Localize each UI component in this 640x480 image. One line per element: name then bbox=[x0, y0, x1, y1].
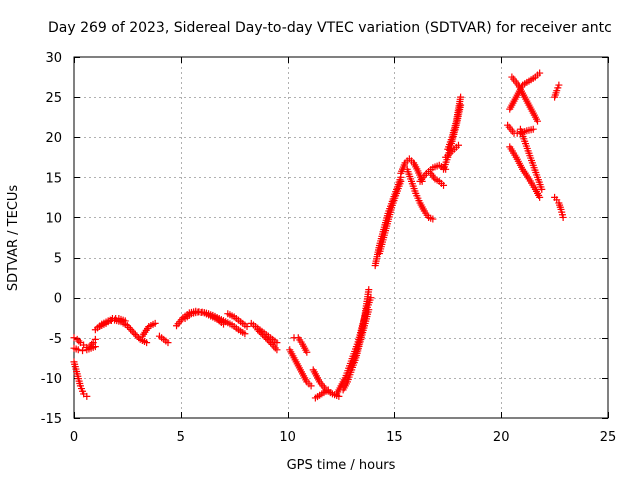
data-point bbox=[454, 141, 462, 149]
data-point bbox=[324, 386, 332, 394]
series-track-35 bbox=[551, 81, 563, 101]
data-point bbox=[259, 331, 267, 339]
data-point bbox=[121, 317, 129, 325]
x-tick-label: 0 bbox=[70, 430, 78, 445]
y-tick-label: -10 bbox=[41, 372, 62, 387]
series-track-07 bbox=[155, 332, 172, 347]
series-track-15 bbox=[290, 334, 311, 356]
data-point bbox=[534, 117, 542, 125]
data-point bbox=[263, 335, 271, 343]
data-point bbox=[307, 382, 315, 390]
data-point bbox=[257, 329, 265, 337]
data-point bbox=[135, 334, 143, 342]
series-track-31 bbox=[506, 69, 544, 113]
series-track-26 bbox=[427, 169, 448, 189]
data-point bbox=[536, 69, 544, 77]
y-axis-label: SDTVAR / TECUs bbox=[6, 185, 21, 292]
x-axis-label: GPS time / hours bbox=[287, 458, 396, 473]
data-point bbox=[243, 323, 251, 331]
data-point bbox=[529, 125, 537, 133]
data-point bbox=[273, 346, 281, 354]
data-point bbox=[70, 334, 78, 342]
data-point bbox=[255, 327, 263, 335]
data-point bbox=[241, 330, 249, 338]
chart-title: Day 269 of 2023, Sidereal Day-to-day VTE… bbox=[48, 20, 612, 36]
y-tick-label: 30 bbox=[45, 51, 62, 66]
series-track-22 bbox=[375, 177, 405, 258]
series-track-05 bbox=[96, 315, 129, 331]
data-point bbox=[271, 344, 279, 352]
data-point bbox=[91, 343, 99, 351]
data-point bbox=[91, 335, 99, 343]
series-track-24 bbox=[403, 165, 437, 223]
data-point bbox=[73, 335, 81, 343]
x-tick-label: 15 bbox=[386, 430, 403, 445]
series-track-10 bbox=[209, 311, 249, 338]
series-track-11 bbox=[224, 310, 251, 331]
y-tick-label: 0 bbox=[54, 292, 62, 307]
data-point bbox=[457, 93, 465, 101]
data-point bbox=[536, 193, 544, 201]
data-point bbox=[265, 337, 273, 345]
axis-ticks: 0 5 10 15 20 25 -15 -10 -5 0 5 10 15 20 25 30 bbox=[41, 51, 617, 445]
data-point bbox=[127, 325, 135, 333]
y-tick-label: -15 bbox=[41, 412, 62, 427]
y-tick-label: -5 bbox=[49, 332, 62, 347]
data-point bbox=[262, 334, 270, 342]
y-tick-label: 10 bbox=[45, 211, 62, 226]
data-point bbox=[143, 339, 151, 347]
series-track-34 bbox=[516, 125, 546, 193]
data-point bbox=[270, 342, 278, 350]
data-point bbox=[79, 347, 87, 355]
data-point bbox=[555, 81, 563, 89]
x-tick-label: 10 bbox=[279, 430, 296, 445]
series-track-01 bbox=[70, 358, 91, 400]
series-track-03 bbox=[70, 343, 99, 355]
x-tick-label: 20 bbox=[493, 430, 510, 445]
series-track-14 bbox=[286, 346, 315, 390]
data-point bbox=[128, 327, 136, 335]
y-tick-label: 15 bbox=[45, 171, 62, 186]
data-points bbox=[70, 69, 567, 402]
data-point bbox=[164, 339, 172, 347]
data-point bbox=[365, 286, 373, 294]
plot-frame bbox=[73, 56, 609, 419]
series-track-06 bbox=[138, 319, 159, 340]
data-point bbox=[254, 326, 262, 334]
data-point bbox=[125, 324, 133, 332]
data-point bbox=[303, 348, 311, 356]
data-point bbox=[75, 337, 83, 345]
y-tick-label: 20 bbox=[45, 131, 62, 146]
data-point bbox=[273, 339, 281, 347]
series-track-17 bbox=[311, 386, 332, 402]
x-tick-label: 25 bbox=[600, 430, 617, 445]
data-point bbox=[130, 329, 138, 337]
x-tick-label: 5 bbox=[177, 430, 185, 445]
series-track-28 bbox=[444, 93, 465, 153]
series-track-13 bbox=[254, 326, 281, 354]
data-point bbox=[559, 213, 567, 221]
data-point bbox=[429, 215, 437, 223]
series-track-33 bbox=[506, 143, 544, 201]
series-track-36 bbox=[551, 193, 567, 221]
y-tick-label: 5 bbox=[54, 252, 62, 267]
data-point bbox=[151, 319, 159, 327]
data-point bbox=[538, 185, 546, 193]
y-tick-label: 25 bbox=[45, 91, 62, 106]
series-track-29 bbox=[442, 141, 462, 161]
data-point bbox=[131, 331, 139, 339]
data-point bbox=[260, 332, 268, 340]
data-point bbox=[74, 346, 82, 354]
data-point bbox=[397, 177, 405, 185]
series-track-20 bbox=[348, 286, 373, 370]
data-point bbox=[440, 181, 448, 189]
data-point bbox=[83, 392, 91, 400]
gridlines bbox=[74, 57, 608, 418]
